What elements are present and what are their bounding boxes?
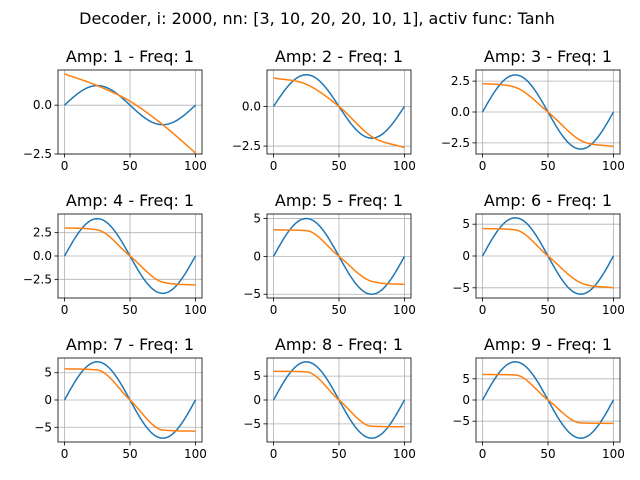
prediction-line xyxy=(482,82,614,148)
prediction-line xyxy=(64,227,196,286)
subplot-9: 0 50 100 −5 0 5 Amp: 9 - Freq: 1 xyxy=(452,335,625,461)
x-tick-label: 50 xyxy=(331,303,346,317)
x-tick-label: 0 xyxy=(479,159,487,173)
y-tick-label: 5 xyxy=(462,217,470,231)
plot-area xyxy=(63,361,197,439)
x-tick-label: 50 xyxy=(122,447,137,461)
x-tick-label: 50 xyxy=(331,159,346,173)
y-tick-label: 5 xyxy=(44,366,52,380)
x-tick-label: 50 xyxy=(122,303,137,317)
plot-area xyxy=(481,217,615,295)
y-tick-label: −2.5 xyxy=(23,272,52,286)
prediction-line xyxy=(482,373,614,425)
y-tick-label: −5 xyxy=(243,417,261,431)
x-tick-label: 0 xyxy=(270,447,278,461)
y-tick-label: −2.5 xyxy=(232,139,261,153)
x-tick-label: 100 xyxy=(184,303,207,317)
y-tick-label: 0 xyxy=(462,249,470,263)
subplot-2: 0 50 100 −2.5 0.0 Amp: 2 - Freq: 1 xyxy=(232,47,416,173)
subplot-title: Amp: 9 - Freq: 1 xyxy=(484,335,612,354)
plot-area xyxy=(64,73,196,154)
subplot-3: 0 50 100 −2.5 0.0 2.5 Amp: 3 - Freq: 1 xyxy=(441,47,625,173)
y-tick-label: 5 xyxy=(253,212,261,226)
x-tick-label: 0 xyxy=(61,303,69,317)
subplot-4: 0 50 100 −2.5 0.0 2.5 Amp: 4 - Freq: 1 xyxy=(23,191,207,317)
prediction-line xyxy=(482,227,614,289)
plot-area xyxy=(272,217,406,295)
subplot-title: Amp: 3 - Freq: 1 xyxy=(484,47,612,66)
x-tick-label: 50 xyxy=(540,447,555,461)
plot-area xyxy=(272,74,406,149)
x-tick-label: 0 xyxy=(61,159,69,173)
subplot-7: 0 50 100 −5 0 5 Amp: 7 - Freq: 1 xyxy=(34,335,207,461)
y-tick-label: 0.0 xyxy=(33,98,52,112)
x-tick-label: 0 xyxy=(61,447,69,461)
x-tick-label: 50 xyxy=(122,159,137,173)
prediction-line xyxy=(273,77,405,149)
plot-area xyxy=(481,74,615,150)
y-tick-label: 0.0 xyxy=(242,99,261,113)
x-tick-label: 100 xyxy=(393,159,416,173)
y-tick-label: 0 xyxy=(462,393,470,407)
y-tick-label: 5 xyxy=(253,369,261,383)
x-tick-label: 100 xyxy=(393,447,416,461)
y-tick-label: 0.0 xyxy=(33,249,52,263)
x-tick-label: 100 xyxy=(393,303,416,317)
subplot-title: Amp: 5 - Freq: 1 xyxy=(275,191,403,210)
subplot-title: Amp: 8 - Freq: 1 xyxy=(275,335,403,354)
prediction-line xyxy=(64,73,196,154)
y-tick-label: 0 xyxy=(253,249,261,263)
subplot-8: 0 50 100 −5 0 5 Amp: 8 - Freq: 1 xyxy=(243,335,416,461)
subplot-1: 0 50 100 −2.5 0.0 Amp: 1 - Freq: 1 xyxy=(23,47,207,173)
y-tick-label: 2.5 xyxy=(451,74,470,88)
prediction-line xyxy=(64,368,196,432)
x-tick-label: 100 xyxy=(602,303,625,317)
y-tick-label: 2.5 xyxy=(33,226,52,240)
x-tick-label: 0 xyxy=(270,303,278,317)
target-sine-line xyxy=(64,84,196,126)
y-tick-label: −5 xyxy=(243,287,261,301)
plot-area xyxy=(63,217,197,295)
subplot-5: 0 50 100 −5 0 5 Amp: 5 - Freq: 1 xyxy=(243,191,416,317)
y-tick-label: −5 xyxy=(452,414,470,428)
subplot-title: Amp: 6 - Freq: 1 xyxy=(484,191,612,210)
x-tick-label: 50 xyxy=(540,303,555,317)
x-tick-label: 50 xyxy=(331,447,346,461)
y-tick-label: −2.5 xyxy=(23,147,52,161)
y-tick-label: 0 xyxy=(44,393,52,407)
subplot-title: Amp: 4 - Freq: 1 xyxy=(66,191,194,210)
x-tick-label: 100 xyxy=(184,159,207,173)
prediction-line xyxy=(273,229,405,286)
y-tick-label: −2.5 xyxy=(441,136,470,150)
subplot-title: Amp: 7 - Freq: 1 xyxy=(66,335,194,354)
x-tick-label: 50 xyxy=(540,159,555,173)
x-tick-label: 0 xyxy=(270,159,278,173)
x-tick-label: 0 xyxy=(479,447,487,461)
plot-area xyxy=(272,361,406,439)
x-tick-label: 100 xyxy=(602,159,625,173)
x-tick-label: 100 xyxy=(184,447,207,461)
subplot-title: Amp: 2 - Freq: 1 xyxy=(275,47,403,66)
x-tick-label: 0 xyxy=(479,303,487,317)
x-tick-label: 100 xyxy=(602,447,625,461)
subplot-title: Amp: 1 - Freq: 1 xyxy=(66,47,194,66)
plot-area xyxy=(481,361,615,439)
y-tick-label: −5 xyxy=(452,281,470,295)
y-tick-label: 5 xyxy=(462,372,470,386)
prediction-line xyxy=(273,370,405,428)
subplot-6: 0 50 100 −5 0 5 Amp: 6 - Freq: 1 xyxy=(452,191,625,317)
y-tick-label: 0 xyxy=(253,393,261,407)
figure-suptitle: Decoder, i: 2000, nn: [3, 10, 20, 20, 10… xyxy=(79,9,555,28)
y-tick-label: 0.0 xyxy=(451,105,470,119)
y-tick-label: −5 xyxy=(34,420,52,434)
